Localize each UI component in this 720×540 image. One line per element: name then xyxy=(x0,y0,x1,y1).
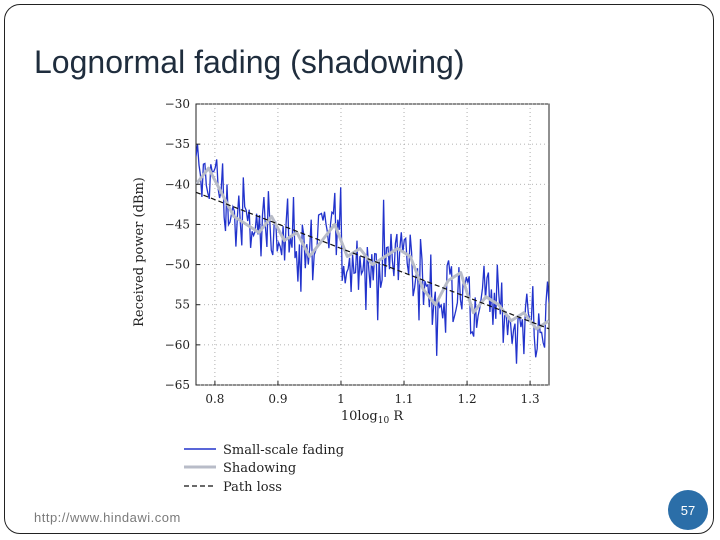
series-layer xyxy=(196,144,549,364)
plot-area xyxy=(195,103,550,386)
series-small-scale-fading xyxy=(196,144,549,364)
x-axis-label-tail: R xyxy=(389,409,404,424)
legend-label-path-loss: Path loss xyxy=(223,480,282,495)
y-tick-label: −60 xyxy=(165,338,190,352)
y-axis-label: Received power (dBm) xyxy=(132,177,147,327)
x-tick-label: 1.1 xyxy=(394,392,413,406)
series-shadowing xyxy=(196,166,549,331)
legend: Small-scale fading Shadowing Path loss xyxy=(184,443,344,495)
page-number-badge: 57 xyxy=(668,490,708,530)
source-url[interactable]: http://www.hindawi.com xyxy=(34,510,181,525)
slide-title: Lognormal fading (shadowing) xyxy=(34,44,465,80)
y-tick-label: −40 xyxy=(165,177,190,191)
x-tick-label: 1.3 xyxy=(521,392,540,406)
legend-label-small-scale: Small-scale fading xyxy=(223,443,344,458)
y-tick-label: −45 xyxy=(165,217,190,231)
y-tick-label: −35 xyxy=(165,137,190,151)
x-axis-label: 10log10 R xyxy=(341,409,404,426)
legend-label-shadowing: Shadowing xyxy=(223,461,296,476)
x-tick-label: 1.2 xyxy=(458,392,477,406)
x-axis-label-main: 10log xyxy=(341,409,378,424)
y-tick-label: −30 xyxy=(165,97,190,111)
series-path-loss xyxy=(196,191,549,330)
x-tick-label: 0.8 xyxy=(205,392,224,406)
x-tick-label: 0.9 xyxy=(268,392,287,406)
ticks: 0.8 0.9 1 1.1 1.2 1.3 −30 −35 −40 −45 −50 55 −60 −65 xyxy=(165,97,540,406)
x-axis-label-sub: 10 xyxy=(378,416,390,426)
y-tick-label: −50 xyxy=(165,258,190,272)
x-tick-label: 1 xyxy=(337,392,345,406)
y-tick-label: −65 xyxy=(165,378,190,392)
y-tick-label: 55 xyxy=(175,298,190,312)
